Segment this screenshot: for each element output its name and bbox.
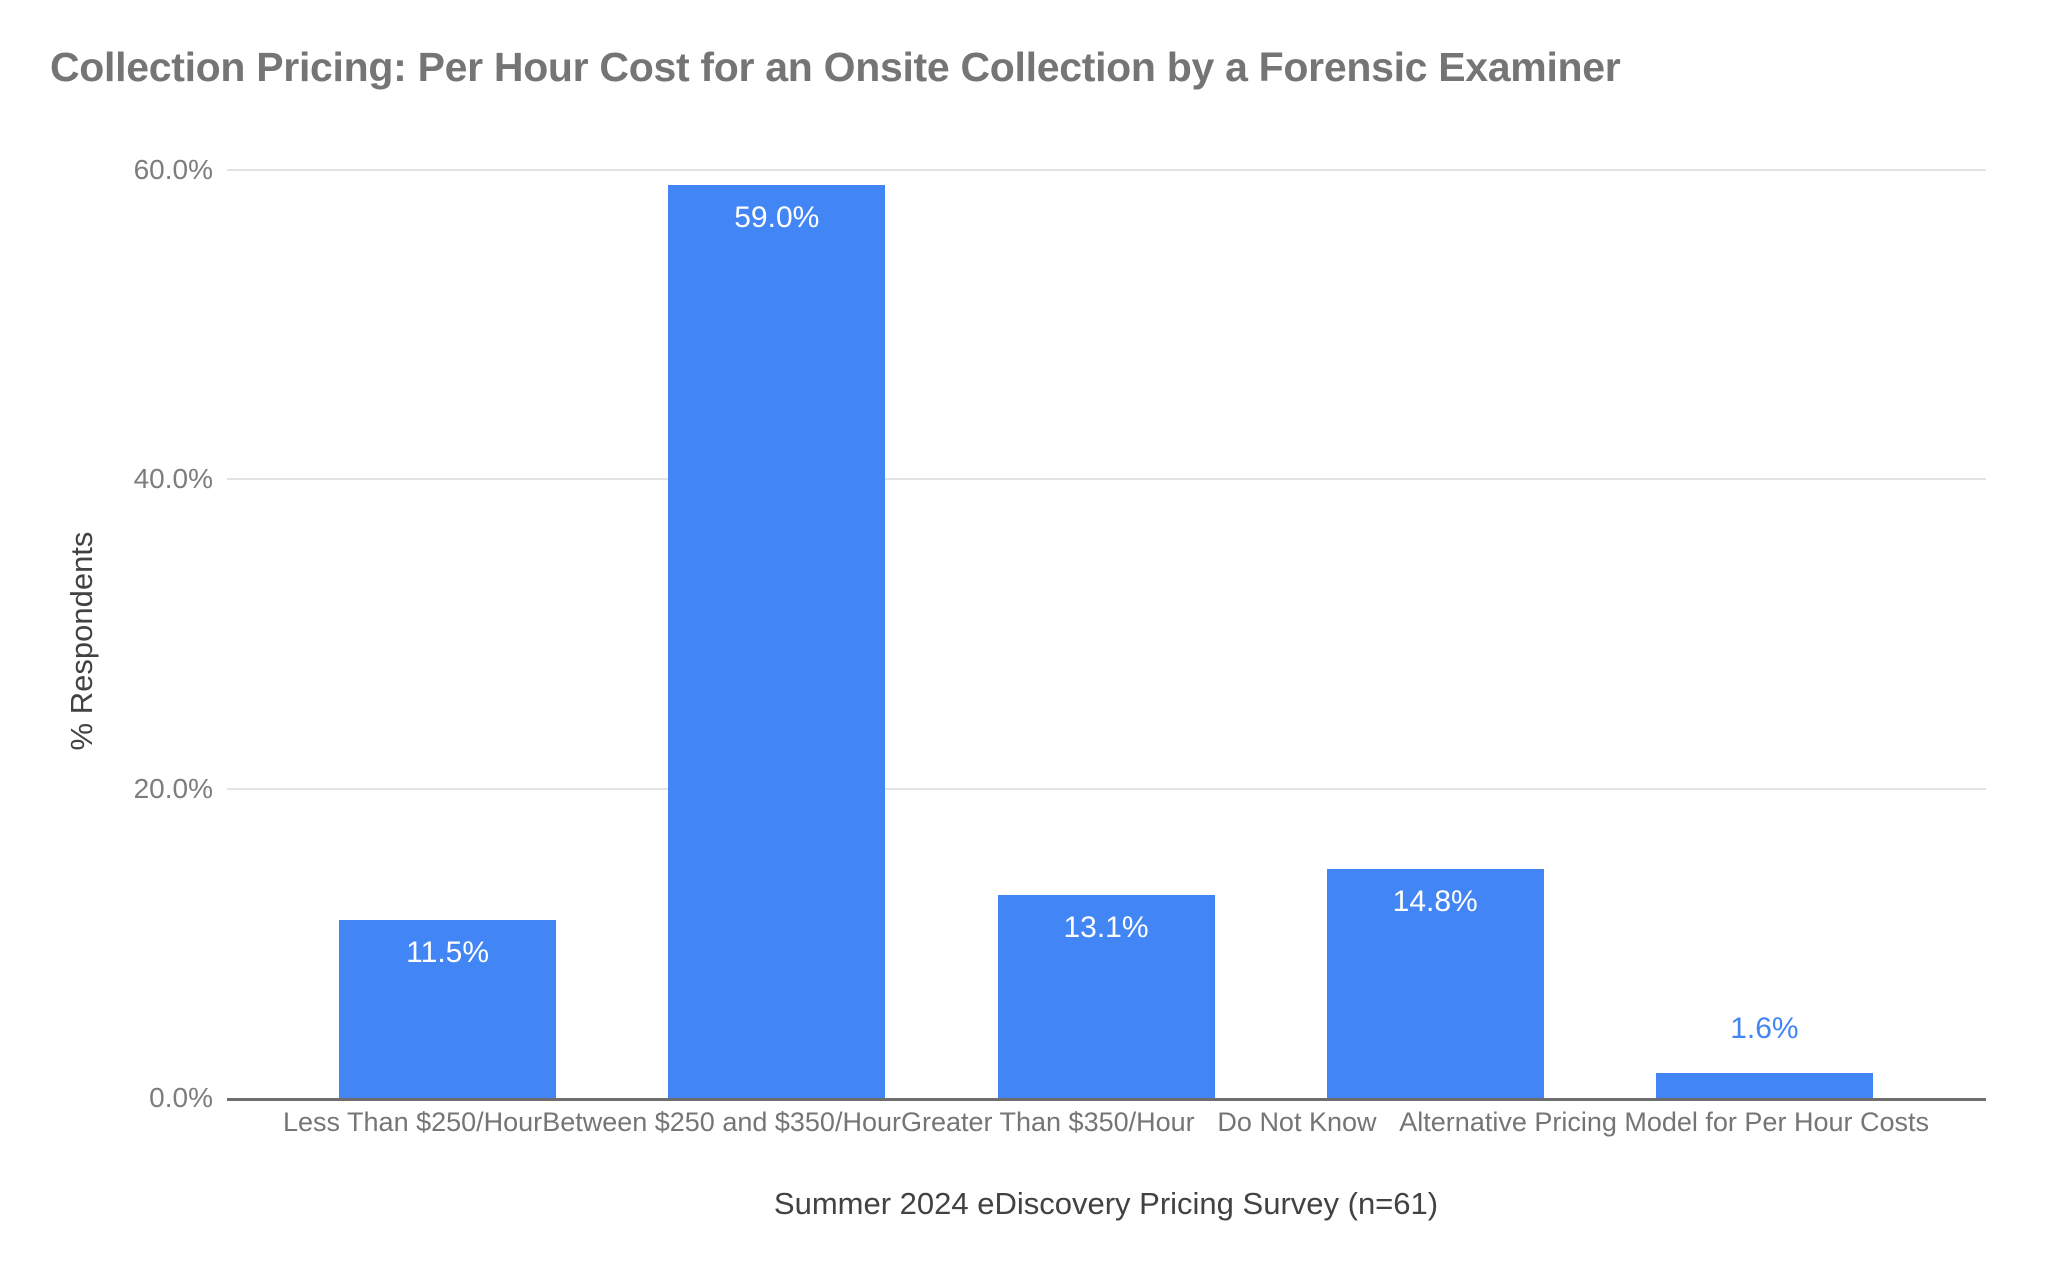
- bar-slot: 59.0%: [612, 170, 941, 1098]
- category-slot: Between $250 and $350/Hour: [542, 1100, 901, 1144]
- plot-area: 11.5% 59.0% 13.1% 14.8% 1.6%: [227, 169, 1986, 1101]
- category-slot: Less Than $250/Hour: [283, 1100, 542, 1144]
- gridline-60: [227, 169, 1986, 171]
- bar-2[interactable]: 59.0%: [668, 185, 886, 1098]
- gridline-40: [227, 478, 1986, 481]
- category-label: Greater Than $350/Hour: [900, 1107, 1195, 1137]
- bar-value-label: 1.6%: [1730, 1012, 1799, 1046]
- category-slot: Alternative Pricing Model for Per Hour C…: [1399, 1100, 1929, 1144]
- category-slot: Greater Than $350/Hour: [901, 1100, 1195, 1144]
- category-label: Between $250 and $350/Hour: [542, 1107, 901, 1137]
- bar-value-label: 14.8%: [1392, 885, 1478, 919]
- category-slot: Do Not Know: [1195, 1100, 1400, 1144]
- category-label: Do Not Know: [1217, 1107, 1377, 1137]
- bar-value-label: 11.5%: [406, 936, 490, 970]
- chart-title: Collection Pricing: Per Hour Cost for an…: [50, 44, 1621, 90]
- y-tick-label: 0.0%: [149, 1082, 213, 1113]
- bar-slot: 11.5%: [283, 170, 612, 1098]
- y-tick-label: 20.0%: [133, 772, 213, 804]
- bar-1[interactable]: 11.5%: [339, 920, 557, 1098]
- gridlines: [227, 169, 1986, 1098]
- bar-3[interactable]: 13.1%: [997, 895, 1215, 1098]
- bar-slot: 14.8%: [1271, 170, 1600, 1098]
- bar-value-label: 13.1%: [1063, 911, 1149, 945]
- category-label: Less Than $250/Hour: [283, 1107, 543, 1137]
- bar-5[interactable]: [1655, 1073, 1873, 1098]
- y-tick-label: 40.0%: [133, 463, 213, 495]
- bar-4[interactable]: 14.8%: [1326, 869, 1544, 1098]
- gridline-20: [227, 787, 1986, 790]
- category-label: Alternative Pricing Model for Per Hour C…: [1399, 1107, 1929, 1137]
- bar-slot: 13.1%: [941, 170, 1270, 1098]
- x-axis-category-labels: Less Than $250/Hour Between $250 and $350…: [283, 1100, 1929, 1144]
- x-axis-title: Summer 2024 eDiscovery Pricing Survey (n…: [773, 1186, 1439, 1221]
- bars-row: 11.5% 59.0% 13.1% 14.8% 1.6%: [283, 170, 1929, 1098]
- bar-slot: 1.6%: [1600, 170, 1929, 1098]
- y-tick-label: 60.0%: [133, 154, 213, 185]
- bar-value-label: 59.0%: [734, 201, 820, 235]
- y-axis-tick-labels: 60.0% 40.0% 20.0% 0.0%: [0, 154, 213, 1113]
